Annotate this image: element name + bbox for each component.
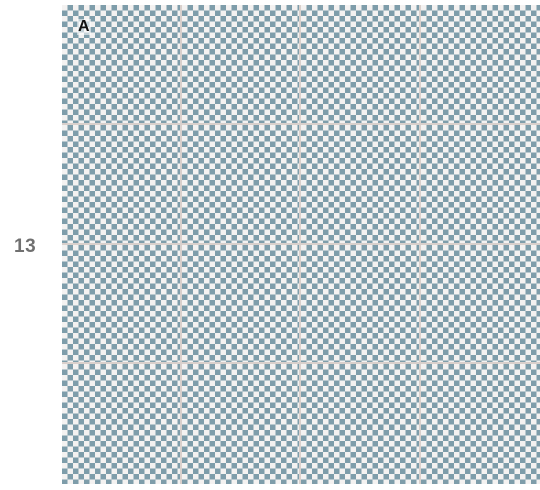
tile — [301, 124, 421, 245]
tile — [301, 364, 421, 484]
tile — [301, 244, 421, 365]
tile — [62, 244, 182, 365]
tile — [181, 364, 301, 484]
row-number-label: 13 — [14, 236, 37, 257]
tile-grid — [62, 5, 540, 484]
tile — [62, 364, 182, 484]
tile — [62, 124, 182, 245]
tile — [420, 244, 540, 365]
tile — [181, 5, 301, 125]
tile-pattern-preview[interactable] — [62, 5, 540, 484]
panel-label: A — [77, 18, 91, 35]
tile — [181, 244, 301, 365]
tile — [301, 5, 421, 125]
tile — [420, 124, 540, 245]
tile — [420, 364, 540, 484]
tile — [420, 5, 540, 125]
tile — [181, 124, 301, 245]
